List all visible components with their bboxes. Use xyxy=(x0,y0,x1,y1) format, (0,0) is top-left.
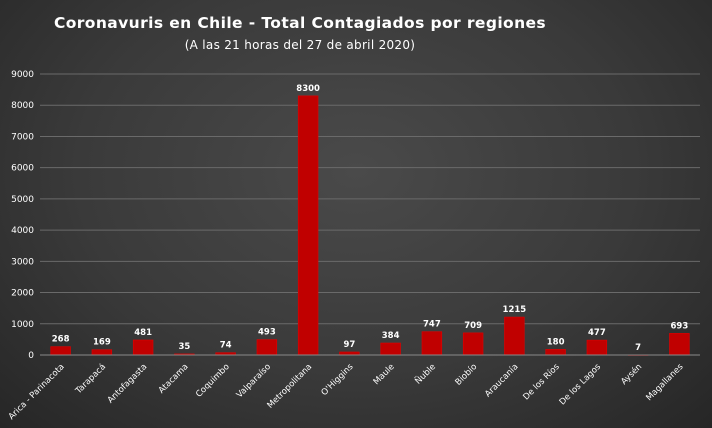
data-label: 493 xyxy=(258,328,276,338)
x-tick-label: Biobío xyxy=(454,362,480,388)
data-label: 35 xyxy=(178,342,190,352)
data-label: 747 xyxy=(423,320,441,330)
bar xyxy=(545,349,566,356)
data-label: 384 xyxy=(382,331,400,341)
x-tick-label: Arica - Parinacota xyxy=(7,362,67,422)
data-label: 1215 xyxy=(503,305,527,315)
bar xyxy=(462,332,484,356)
data-label: 477 xyxy=(588,328,606,338)
y-tick-label: 0 xyxy=(28,351,34,361)
x-tick-label: Coquimbo xyxy=(194,362,232,400)
y-tick-label: 3000 xyxy=(11,257,34,267)
y-tick-label: 7000 xyxy=(11,132,34,142)
x-tick-label: Araucanía xyxy=(483,362,520,399)
y-tick-label: 4000 xyxy=(11,226,34,236)
x-tick-label: De los Ríos xyxy=(521,362,562,403)
y-tick-label: 9000 xyxy=(11,70,34,80)
y-tick-label: 6000 xyxy=(11,164,34,174)
x-tick-label: Magallanes xyxy=(644,362,686,404)
bar xyxy=(132,339,154,356)
x-tick-label: Metropolitana xyxy=(266,362,315,411)
chart-subtitle: (A las 21 horas del 27 de abril 2020) xyxy=(184,38,416,52)
y-tick-label: 1000 xyxy=(11,320,34,330)
y-tick-label: 8000 xyxy=(11,101,34,111)
x-tick-label: Aysén xyxy=(619,361,645,387)
x-tick-label: Ñuble xyxy=(413,361,438,386)
bar xyxy=(380,342,401,356)
data-label: 180 xyxy=(547,337,565,347)
bar xyxy=(669,333,690,356)
data-label: 481 xyxy=(134,328,152,338)
bar xyxy=(421,331,443,356)
x-tick-label: Valparaíso xyxy=(235,362,273,400)
x-tick-label: Maule xyxy=(372,362,397,387)
y-tick-label: 5000 xyxy=(11,195,34,205)
data-label: 169 xyxy=(93,338,111,348)
data-label: 709 xyxy=(464,321,482,331)
x-tick-label: O'Higgins xyxy=(320,362,356,398)
chart-title: Coronavuris en Chile - Total Contagiados… xyxy=(53,14,547,32)
data-label: 268 xyxy=(52,335,70,345)
bar xyxy=(586,339,608,356)
bar xyxy=(297,95,319,356)
y-tick-label: 2000 xyxy=(11,289,34,299)
data-label: 97 xyxy=(343,340,355,350)
x-tick-label: De los Lagos xyxy=(558,362,604,408)
x-tick-label: Tarapacá xyxy=(73,362,108,397)
data-label: 693 xyxy=(671,321,689,331)
x-tick-label: Antofagasta xyxy=(106,362,149,405)
bar xyxy=(50,346,71,356)
data-label: 8300 xyxy=(296,84,320,94)
data-label: 74 xyxy=(220,341,232,351)
data-label: 7 xyxy=(635,343,641,353)
bar xyxy=(91,349,113,356)
bar xyxy=(256,339,278,356)
x-tick-label: Atacama xyxy=(157,362,191,396)
bar xyxy=(504,316,525,356)
